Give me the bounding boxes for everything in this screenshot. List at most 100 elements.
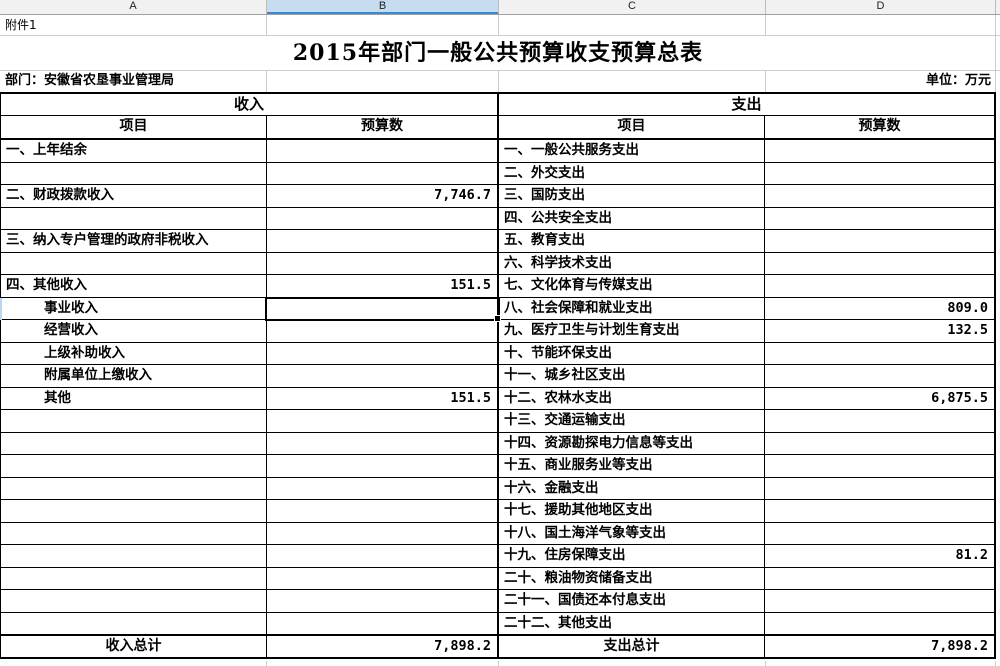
expense-total-label-cell[interactable]: 支出总计 — [499, 636, 765, 657]
expense-item-cell[interactable]: 十一、城乡社区支出 — [499, 365, 765, 387]
income-item-cell[interactable] — [1, 207, 267, 229]
expense-value-cell[interactable]: 132.5 — [947, 322, 988, 338]
income-item-cell[interactable] — [1, 455, 267, 477]
expense-value-cell[interactable] — [765, 275, 994, 297]
income-value-cell[interactable] — [267, 523, 497, 545]
income-total-label-cell[interactable]: 收入总计 — [1, 636, 267, 657]
income-value-cell[interactable] — [267, 253, 497, 275]
expense-value-cell[interactable] — [765, 163, 994, 185]
expense-item-cell[interactable]: 五、教育支出 — [499, 230, 765, 252]
department-cell[interactable]: 部门：安徽省农垦事业管理局 — [5, 73, 175, 88]
income-item-cell[interactable] — [1, 590, 267, 612]
expense-value-cell[interactable] — [765, 613, 994, 635]
expense-value-cell[interactable] — [765, 478, 994, 500]
expense-item-cell[interactable]: 十、节能环保支出 — [499, 342, 765, 364]
income-item-cell[interactable]: 四、其他收入 — [1, 275, 267, 297]
attachment-note-cell[interactable]: 附件1 — [0, 15, 1000, 36]
expense-item-cell[interactable]: 十六、金融支出 — [499, 477, 765, 499]
expense-value-cell[interactable] — [765, 140, 994, 162]
expense-item-cell[interactable]: 六、科学技术支出 — [499, 252, 765, 274]
expense-value-cell[interactable]: 809.0 — [947, 299, 988, 316]
income-item-cell[interactable]: 一、上年结余 — [1, 140, 267, 162]
expense-value-cell[interactable]: 81.2 — [955, 547, 988, 563]
expense-item-cell[interactable]: 十二、农林水支出 — [499, 387, 765, 409]
expense-item-cell[interactable]: 十五、商业服务业等支出 — [499, 455, 765, 477]
income-value-cell[interactable] — [267, 433, 497, 455]
income-item-cell[interactable]: 上级补助收入 — [1, 342, 267, 364]
expense-value-cell[interactable] — [765, 590, 994, 612]
expense-budget-header-cell[interactable]: 预算数 — [858, 118, 901, 134]
income-item-cell[interactable] — [1, 252, 267, 274]
expense-item-cell[interactable]: 十八、国土海洋气象等支出 — [499, 522, 765, 544]
income-section-header[interactable]: 收入 — [1, 94, 497, 116]
expense-item-cell[interactable]: 一、一般公共服务支出 — [499, 140, 765, 162]
income-item-cell[interactable] — [1, 477, 267, 499]
fill-handle[interactable] — [494, 314, 501, 322]
income-item-cell[interactable] — [1, 432, 267, 454]
income-value-cell[interactable] — [267, 568, 497, 590]
income-item-cell[interactable] — [1, 567, 267, 589]
expense-item-cell[interactable]: 二十、粮油物资储备支出 — [499, 567, 765, 589]
income-item-cell[interactable] — [1, 612, 267, 634]
expense-item-cell[interactable]: 二十二、其他支出 — [499, 612, 765, 634]
page-title[interactable]: 2015年部门一般公共预算收支预算总表 — [292, 40, 704, 66]
expense-value-cell[interactable] — [765, 253, 994, 275]
expense-value-cell[interactable] — [765, 455, 994, 477]
expense-value-cell[interactable] — [765, 410, 994, 432]
expense-item-cell[interactable]: 十四、资源勘探电力信息等支出 — [499, 432, 765, 454]
income-value-cell[interactable] — [267, 455, 497, 477]
expense-item-cell[interactable]: 十七、援助其他地区支出 — [499, 500, 765, 522]
income-item-cell[interactable] — [1, 545, 267, 567]
expense-value-cell[interactable] — [765, 185, 994, 207]
expense-item-header-cell[interactable]: 项目 — [499, 116, 765, 138]
expense-value-cell[interactable] — [765, 568, 994, 590]
income-item-cell[interactable]: 事业收入 — [1, 297, 267, 319]
expense-item-cell[interactable]: 十九、住房保障支出 — [499, 545, 765, 567]
income-value-cell[interactable] — [267, 163, 497, 185]
income-budget-header-cell[interactable]: 预算数 — [361, 118, 403, 134]
expense-item-cell[interactable]: 三、国防支出 — [499, 185, 765, 207]
column-header-d[interactable]: D — [766, 0, 996, 14]
income-item-header-cell[interactable]: 项目 — [1, 116, 267, 138]
column-header-b-selected[interactable]: B — [267, 0, 499, 14]
expense-section-header[interactable]: 支出 — [499, 94, 994, 116]
expense-value-cell[interactable] — [765, 365, 994, 387]
expense-value-cell[interactable] — [765, 343, 994, 365]
income-item-cell[interactable]: 经营收入 — [1, 320, 267, 342]
unit-cell[interactable]: 单位：万元 — [925, 73, 991, 88]
income-item-cell[interactable] — [1, 500, 267, 522]
expense-item-cell[interactable]: 九、医疗卫生与计划生育支出 — [499, 320, 765, 342]
income-value-cell[interactable] — [267, 613, 497, 635]
expense-value-cell[interactable] — [765, 500, 994, 522]
expense-item-cell[interactable]: 八、社会保障和就业支出 — [499, 297, 765, 319]
expense-value-cell[interactable]: 6,875.5 — [931, 389, 988, 406]
income-value-cell[interactable] — [267, 140, 497, 162]
income-value-cell[interactable] — [267, 343, 497, 365]
expense-total-value-cell[interactable]: 7,898.2 — [931, 638, 988, 654]
income-value-cell[interactable] — [267, 230, 497, 252]
income-item-cell[interactable] — [1, 162, 267, 184]
income-value-cell[interactable] — [267, 298, 497, 320]
income-value-cell[interactable]: 151.5 — [450, 277, 491, 293]
expense-item-cell[interactable]: 七、文化体育与传媒支出 — [499, 275, 765, 297]
income-value-cell[interactable] — [267, 478, 497, 500]
expense-item-cell[interactable]: 四、公共安全支出 — [499, 207, 765, 229]
income-total-value-cell[interactable]: 7,898.2 — [434, 638, 491, 654]
column-header-a[interactable]: A — [0, 0, 267, 14]
income-item-cell[interactable]: 二、财政拨款收入 — [1, 185, 267, 207]
income-item-cell[interactable]: 附属单位上缴收入 — [1, 365, 267, 387]
income-value-cell[interactable] — [267, 208, 497, 230]
column-header-c[interactable]: C — [499, 0, 766, 14]
income-value-cell[interactable]: 151.5 — [450, 389, 491, 406]
expense-value-cell[interactable] — [765, 208, 994, 230]
expense-value-cell[interactable] — [765, 230, 994, 252]
expense-item-cell[interactable]: 二、外交支出 — [499, 162, 765, 184]
income-item-cell[interactable]: 其他 — [1, 387, 267, 409]
income-item-cell[interactable] — [1, 522, 267, 544]
income-value-cell[interactable] — [267, 500, 497, 522]
income-value-cell[interactable] — [267, 590, 497, 612]
income-item-cell[interactable] — [1, 410, 267, 432]
income-value-cell[interactable] — [267, 320, 497, 342]
income-value-cell[interactable] — [267, 545, 497, 567]
income-item-cell[interactable]: 三、纳入专户管理的政府非税收入 — [1, 230, 267, 252]
